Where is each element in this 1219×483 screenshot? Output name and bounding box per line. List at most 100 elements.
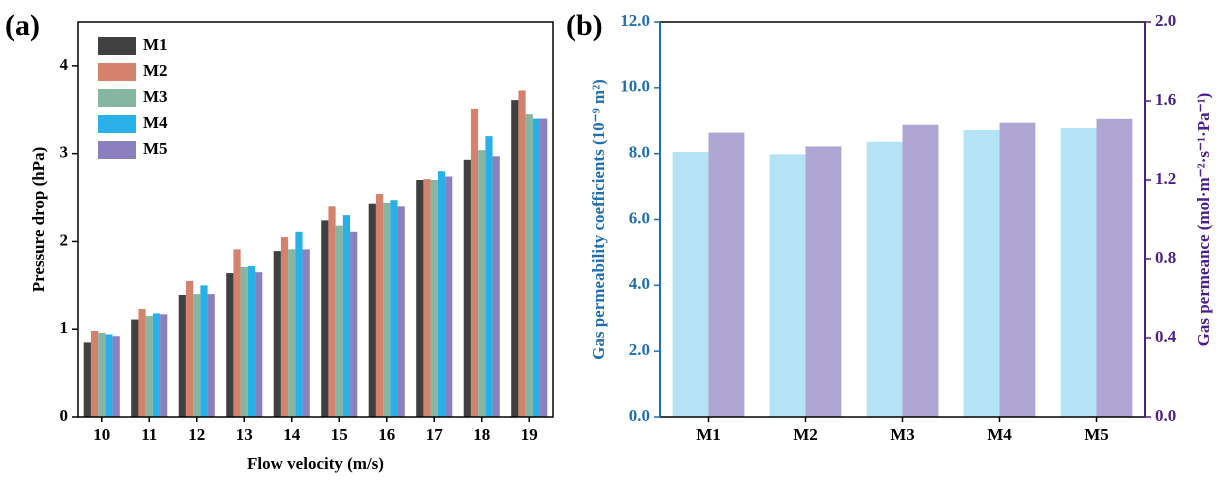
y-tick-label: 2.0 (629, 340, 650, 359)
bar (273, 251, 281, 417)
bar (226, 273, 234, 417)
bar (375, 194, 384, 417)
bar (280, 237, 289, 417)
legend-swatch (98, 63, 136, 81)
bar (83, 342, 91, 417)
bar (445, 176, 453, 417)
plot-frame (77, 21, 554, 418)
bar (328, 206, 336, 417)
bar (152, 313, 161, 417)
legend-swatch (98, 37, 136, 55)
legend-label: M4 (143, 113, 168, 132)
x-tick-label: M2 (793, 425, 818, 444)
x-tick-label: M5 (1084, 425, 1109, 444)
bar (383, 202, 391, 417)
y-axis-title: Gas permeability coefficients (10⁻⁹ m²) (589, 79, 608, 360)
bar (437, 171, 446, 417)
y2-tick-label: 0.8 (1155, 248, 1176, 267)
bar (511, 100, 519, 417)
bar (185, 280, 194, 417)
x-tick-label: 14 (283, 425, 301, 444)
bar (492, 156, 500, 418)
bar (350, 231, 358, 417)
bar (112, 336, 120, 417)
bar (145, 316, 153, 417)
bar (1096, 118, 1133, 418)
x-axis-title: Flow velocity (m/s) (247, 454, 384, 473)
legend-swatch (98, 89, 136, 107)
bar (368, 203, 376, 417)
bar (200, 285, 208, 417)
bar (255, 272, 263, 417)
x-tick-label: M3 (890, 425, 915, 444)
bar (321, 220, 329, 417)
legend-swatch (98, 141, 136, 159)
bar (478, 150, 486, 417)
y-tick-label: 12.0 (620, 11, 650, 30)
bar (805, 146, 842, 418)
bar (160, 314, 168, 417)
x-tick-label: 10 (93, 425, 110, 444)
bar (207, 294, 215, 417)
x-tick-label: 17 (426, 425, 444, 444)
y2-tick-label: 0.4 (1155, 327, 1177, 346)
bar (90, 330, 99, 417)
bar (240, 266, 248, 417)
x-tick-label: 19 (521, 425, 538, 444)
y2-tick-label: 2.0 (1155, 11, 1176, 30)
bar (532, 118, 541, 418)
panel-label: (a) (5, 9, 40, 42)
y-tick-label: 1 (60, 318, 69, 337)
x-tick-label: M1 (696, 425, 721, 444)
bar (342, 215, 351, 417)
y2-axis-title: Gas permeance (mol·m⁻²·s⁻¹·Pa⁻¹) (1194, 93, 1213, 347)
bar (390, 200, 398, 417)
y-tick-label: 3 (60, 143, 69, 162)
x-tick-label: 12 (188, 425, 205, 444)
y2-tick-label: 1.6 (1155, 90, 1176, 109)
bar (470, 108, 479, 418)
bar (397, 206, 405, 417)
bar (999, 122, 1036, 417)
bar (416, 180, 424, 417)
bar (423, 179, 431, 417)
y-tick-label: 4 (60, 55, 69, 74)
legend-label: M2 (143, 61, 168, 80)
bar (193, 294, 201, 417)
y-axis-title: Pressure drop (hPa) (29, 147, 48, 292)
y-tick-label: 2 (60, 230, 69, 249)
y2-tick-label: 1.2 (1155, 169, 1176, 188)
bar (295, 231, 303, 417)
y-tick-label: 6.0 (629, 208, 650, 227)
y2-tick-label: 0.0 (1155, 406, 1176, 425)
bar (518, 90, 526, 417)
legend-label: M1 (143, 35, 168, 54)
bar (1060, 127, 1097, 417)
x-tick-label: 11 (141, 425, 157, 444)
bar (866, 141, 903, 418)
bar (288, 249, 296, 417)
bar (485, 136, 493, 417)
bar (98, 332, 106, 417)
bar (430, 180, 438, 417)
legend-label: M3 (143, 87, 168, 106)
bar (247, 266, 256, 417)
bar (233, 249, 241, 417)
bar (963, 129, 1000, 417)
bar (178, 294, 186, 417)
bar (138, 309, 146, 417)
y-tick-label: 0 (60, 406, 69, 425)
y-tick-label: 0.0 (629, 406, 650, 425)
legend-swatch (98, 115, 136, 133)
x-tick-label: 16 (378, 425, 395, 444)
bar (902, 124, 939, 417)
bar (708, 132, 745, 417)
panel-label: (b) (566, 9, 603, 42)
x-tick-label: 13 (236, 425, 253, 444)
bar (105, 334, 113, 417)
bar (525, 114, 533, 418)
legend-label: M5 (143, 139, 168, 158)
bar (672, 152, 709, 418)
y-tick-label: 10.0 (620, 77, 650, 96)
